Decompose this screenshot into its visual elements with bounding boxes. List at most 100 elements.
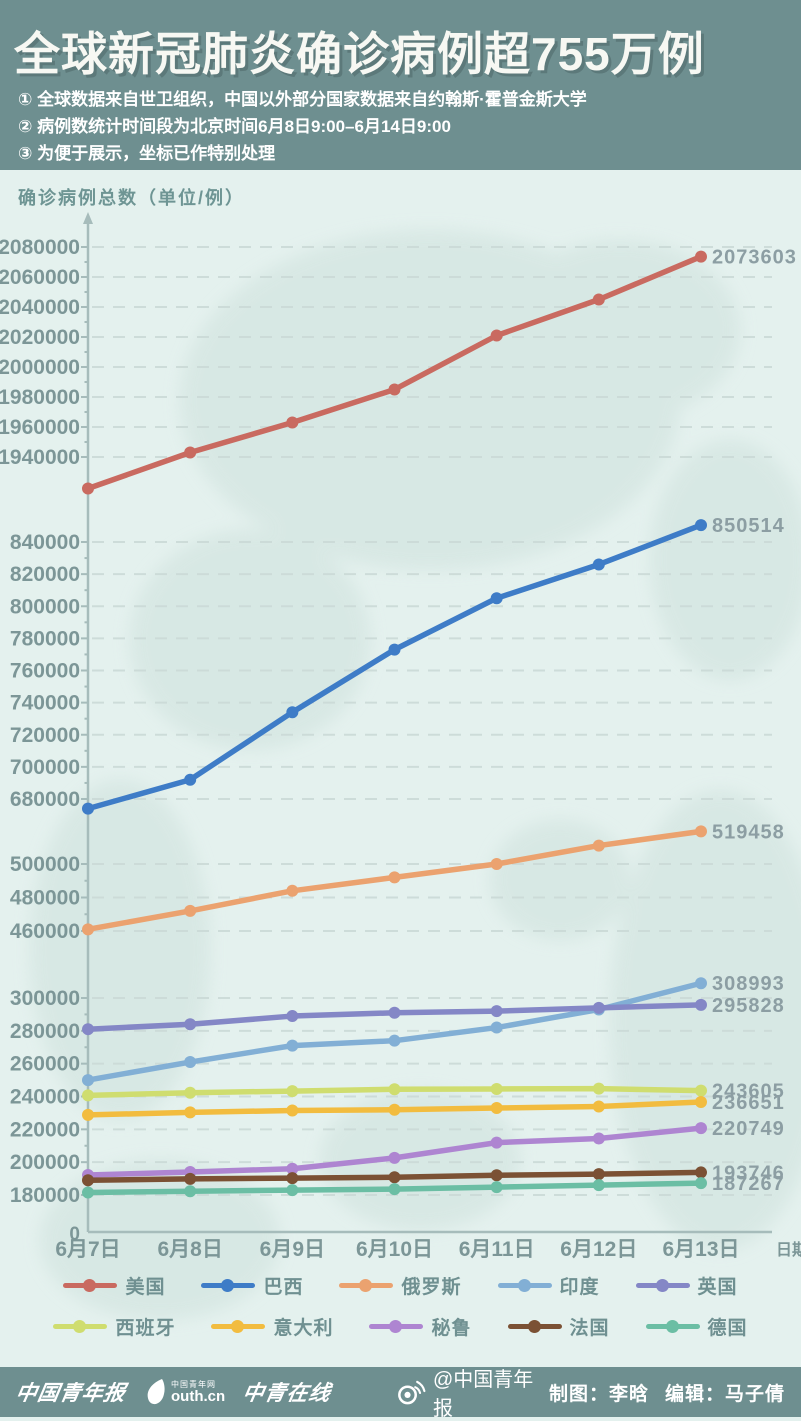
svg-text:240000: 240000: [10, 1086, 80, 1109]
svg-text:193746: 193746: [712, 1162, 785, 1184]
svg-text:800000: 800000: [10, 595, 80, 618]
svg-text:740000: 740000: [10, 692, 80, 715]
header-banner: 全球新冠肺炎确诊病例超755万例 ① 全球数据来自世卫组织，中国以外部分国家数据…: [0, 0, 801, 170]
legend-label-peru: 秘鲁: [431, 1318, 472, 1339]
legend-label-italy: 意大利: [273, 1318, 334, 1339]
svg-text:0: 0: [69, 1224, 80, 1245]
series-德国: 187267: [82, 1173, 785, 1199]
credit-maker: 制图：李晗: [548, 1383, 649, 1405]
series-美国: 2073603: [82, 247, 797, 495]
series-意大利: 236651: [82, 1092, 785, 1121]
svg-text:6月13日: 6月13日: [662, 1238, 739, 1261]
header-notes: ① 全球数据来自世卫组织，中国以外部分国家数据来自约翰斯·霍普金斯大学 ② 病例…: [18, 86, 587, 168]
brand-youth-cn-domain: outh.cn: [171, 1387, 226, 1405]
svg-text:780000: 780000: [10, 627, 80, 650]
legend-swatch-india: [497, 1279, 552, 1292]
legend-item-us: 美国: [63, 1272, 165, 1299]
svg-text:2040000: 2040000: [0, 296, 80, 319]
svg-text:6月12日: 6月12日: [560, 1238, 637, 1261]
chart-area: 确诊病例总数（单位/例） 2080000 2060000 2040000 202000…: [0, 170, 801, 1367]
note-axis: ③ 为便于展示，坐标已作特别处理: [18, 144, 276, 164]
svg-text:295828: 295828: [712, 995, 785, 1017]
svg-text:180000: 180000: [10, 1184, 80, 1207]
footer-bar: 中国青年报 中国青年网 outh.cn 中青在线 @中国青年报: [0, 1367, 801, 1420]
legend-item-germany: 德国: [645, 1313, 748, 1340]
weibo-handle: @中国青年报: [433, 1369, 534, 1420]
footer-brands: 中国青年报 中国青年网 outh.cn 中青在线: [14, 1377, 333, 1407]
legend-item-russia: 俄罗斯: [339, 1272, 461, 1299]
brand-youth-cn-chinese: 中国青年网: [171, 1379, 216, 1389]
svg-text:2000000: 2000000: [0, 356, 80, 379]
legend-row-2: 西班牙 意大利 秘鲁 法国 德国: [0, 1313, 801, 1340]
svg-text:300000: 300000: [10, 987, 80, 1010]
svg-text:519458: 519458: [712, 821, 785, 843]
svg-text:260000: 260000: [10, 1053, 80, 1076]
brand-youth-cn: 中国青年网 outh.cn: [144, 1378, 225, 1406]
svg-text:6月9日: 6月9日: [260, 1238, 325, 1261]
series-西班牙: 243605: [82, 1081, 784, 1103]
svg-text:460000: 460000: [10, 920, 80, 943]
svg-text:1980000: 1980000: [0, 386, 80, 409]
legend-item-brazil: 巴西: [201, 1272, 303, 1299]
svg-text:2080000: 2080000: [0, 236, 80, 259]
series-巴西: 850514: [82, 515, 785, 815]
legend-swatch-brazil: [201, 1279, 256, 1292]
legend-label-russia: 俄罗斯: [401, 1277, 462, 1298]
svg-text:1960000: 1960000: [0, 416, 80, 439]
legend-swatch-spain: [53, 1320, 108, 1333]
axes: 0: [69, 212, 772, 1245]
svg-text:6月11日: 6月11日: [459, 1238, 535, 1261]
legend-item-peru: 秘鲁: [369, 1313, 471, 1340]
y-tick-labels: 2080000 2060000 2040000 2020000 2000000 19800…: [0, 236, 80, 1207]
legend-swatch-peru: [369, 1320, 424, 1333]
series-法国: 193746: [82, 1162, 785, 1187]
svg-text:820000: 820000: [10, 563, 80, 586]
legend-label-uk: 英国: [697, 1277, 738, 1298]
svg-text:2060000: 2060000: [0, 266, 80, 289]
credit-editor: 编辑：马子倩: [664, 1383, 785, 1405]
legend-item-spain: 西班牙: [53, 1313, 175, 1340]
legend-label-us: 美国: [125, 1277, 166, 1298]
svg-text:6月8日: 6月8日: [157, 1238, 222, 1261]
svg-text:308993: 308993: [712, 973, 785, 995]
legend-label-spain: 西班牙: [115, 1318, 176, 1339]
svg-text:2073603: 2073603: [712, 247, 797, 269]
y-gridlines: [81, 246, 772, 1196]
svg-text:480000: 480000: [10, 887, 80, 910]
legend-swatch-uk: [635, 1279, 690, 1292]
svg-text:2020000: 2020000: [0, 326, 80, 349]
series-英国: 295828: [82, 995, 785, 1036]
svg-text:220000: 220000: [10, 1118, 80, 1141]
legend-swatch-us: [63, 1279, 118, 1292]
svg-text:700000: 700000: [10, 756, 80, 779]
legend-row-1: 美国 巴西 俄罗斯 印度 英国: [0, 1272, 801, 1299]
weibo-icon: [398, 1380, 426, 1405]
legend-item-india: 印度: [497, 1272, 600, 1299]
svg-text:日期: 日期: [776, 1240, 801, 1259]
svg-text:6月7日: 6月7日: [55, 1238, 120, 1261]
svg-text:850514: 850514: [712, 515, 785, 537]
brand-zhongqing-zaixian: 中青在线: [240, 1382, 333, 1405]
x-tick-labels: 6月7日 6月8日 6月9日 6月10日 6月11日 6月12日 6月13日 日期: [55, 1238, 801, 1261]
svg-text:187267: 187267: [712, 1173, 785, 1195]
svg-text:236651: 236651: [712, 1092, 785, 1114]
y-axis-title: 确诊病例总数（单位/例）: [18, 188, 245, 208]
svg-text:280000: 280000: [10, 1020, 80, 1043]
legend-label-india: 印度: [559, 1277, 600, 1298]
legend-swatch-france: [507, 1320, 562, 1333]
legend-label-germany: 德国: [707, 1318, 748, 1339]
page-title: 全球新冠肺炎确诊病例超755万例: [14, 28, 705, 80]
series-俄罗斯: 519458: [82, 821, 785, 936]
svg-text:1940000: 1940000: [0, 446, 80, 469]
note-timerange: ② 病例数统计时间段为北京时间6月8日9:00–6月14日9:00: [18, 117, 451, 137]
legend-swatch-russia: [339, 1279, 394, 1292]
note-source: ① 全球数据来自世卫组织，中国以外部分国家数据来自约翰斯·霍普金斯大学: [18, 90, 587, 109]
line-chart: 2080000 2060000 2040000 2020000 2000000 19800…: [0, 212, 801, 1320]
legend-label-brazil: 巴西: [263, 1277, 304, 1298]
series-秘鲁: 220749: [82, 1118, 784, 1181]
legend-item-uk: 英国: [635, 1272, 738, 1299]
svg-text:680000: 680000: [10, 788, 80, 811]
legend-item-italy: 意大利: [211, 1313, 333, 1340]
svg-text:760000: 760000: [10, 660, 80, 683]
